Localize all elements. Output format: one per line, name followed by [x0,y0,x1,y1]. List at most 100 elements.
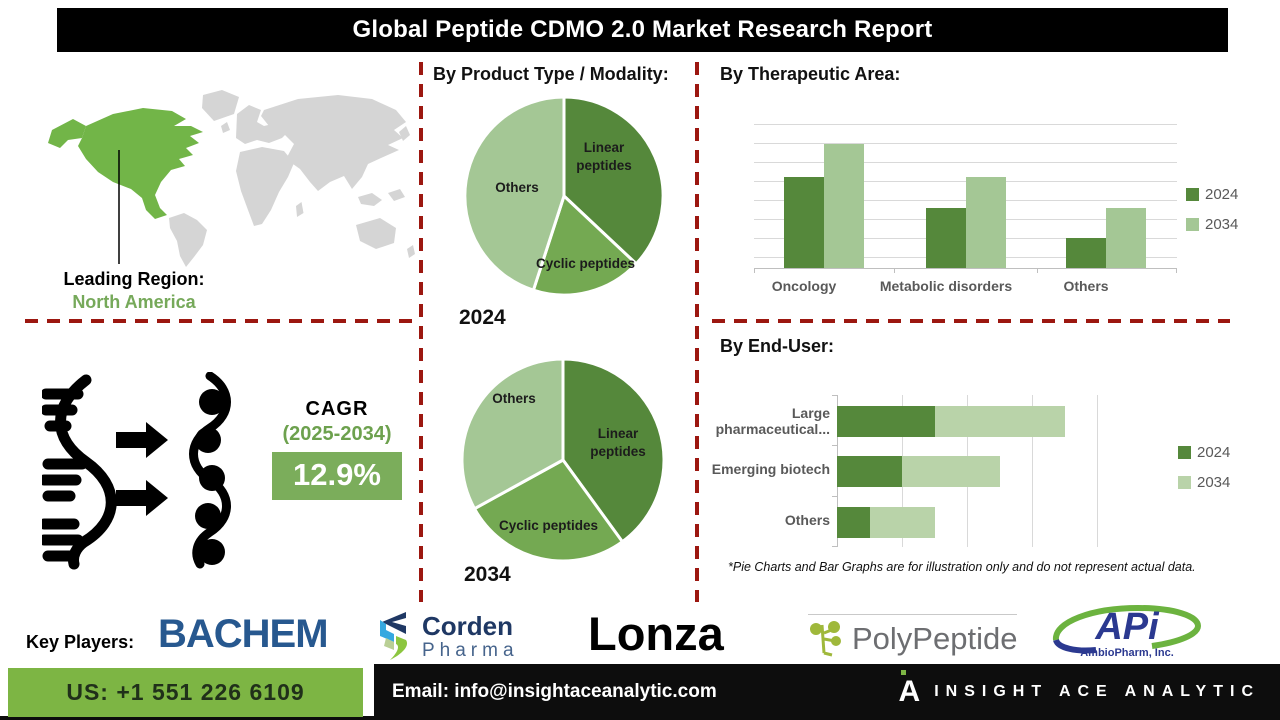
key-players-label: Key Players: [26,632,135,652]
pie2024-label-linear: Linear peptides [576,140,632,173]
eu-gridline [1097,395,1098,547]
pie-slice-linear-peptides [562,95,665,266]
pie2034-year: 2034 [464,563,511,586]
ta-axis-line [754,268,1177,269]
brand-wordmark: INSIGHT ACE ANALYTIC [934,683,1260,700]
divider-mid-right [695,62,699,602]
ta-category-label: Metabolic disorders [879,278,1013,294]
legend-item-2034: 2034 [1178,474,1230,491]
ta-gridline [754,124,1177,125]
world-map [48,90,415,267]
cagr-period: (2025-2034) [282,423,392,445]
pie-slice-cyclic-peptides [473,458,624,563]
divider-right [712,319,1230,323]
legend-swatch-2034 [1178,476,1191,489]
eu-category-label: Emerging biotech [711,461,830,477]
eu-bar-2034-large-pharmaceutical- [935,406,1065,437]
polypeptide-wordmark: PolyPeptide [852,621,1018,656]
ta-gridline [754,181,1177,182]
pie2034-label-cyclic: Cyclic peptides [498,518,599,533]
footer-email: Email: info@insightaceanalytic.com [392,681,717,702]
corden-icon [380,612,408,660]
section-title-end-user: By End-User: [720,336,835,356]
pie-slice-cyclic-peptides [531,194,638,297]
ta-bar-2024-others [1066,238,1106,268]
eu-axis-tick [832,445,837,446]
corden-wordmark-sub: Pharma [422,639,519,661]
cagr-block: CAGR (2025-2034) 12.9% [272,398,402,500]
leading-region-value: North America [72,291,196,312]
pie2024-label-others: Others [495,180,539,195]
eu-category-label: Others [784,512,830,528]
title-bar: Global Peptide CDMO 2.0 Market Research … [57,8,1228,52]
ta-category-label: Others [1063,278,1109,294]
pie2024-year: 2024 [459,306,506,329]
arrow-icons [116,422,168,516]
dna-icon [42,374,117,570]
legend-swatch-2024 [1178,446,1191,459]
leading-region-label: Leading Region: [63,269,205,289]
ta-gridline [754,143,1177,144]
leading-region: Leading Region: North America [44,268,224,313]
api-ambiopharm-logo: APi AmbioPharm, Inc. [1052,604,1202,659]
footer-bar: Email: info@insightaceanalytic.com A INS… [374,664,1280,720]
legend-item-2024: 2024 [1178,444,1230,461]
eu-bar-2034-others [870,507,935,538]
peptide-icon [189,372,231,569]
ta-bar-2034-others [1106,208,1146,268]
map-other-regions [169,90,415,267]
brand-block: A INSIGHT ACE ANALYTIC [899,664,1260,720]
legend-item-2024: 2024 [1186,186,1238,203]
ta-bar-2034-metabolic-disorders [966,177,1006,268]
therapeutic-legend: 2024 2034 [1186,186,1238,233]
logo-accent-dot [900,670,906,675]
therapeutic-category-labels: Oncology Metabolic disorders Others [754,278,1177,300]
pie2034-label-others: Others [492,391,536,406]
divider-left [25,319,413,323]
pie-chart-2034: Others Linear peptides Cyclic peptides [460,357,666,563]
eu-gridline [1032,395,1033,547]
ta-bar-2034-oncology [824,144,864,268]
pie2024-svg [463,95,665,297]
cagr-value: 12.9% [272,452,402,500]
cagr-label: CAGR [305,398,369,420]
legend-swatch-2024 [1186,188,1199,201]
section-title-therapeutic: By Therapeutic Area: [720,64,901,84]
api-wordmark: APi [1095,606,1159,648]
pie2024-label-cyclic: Cyclic peptides [535,256,636,271]
pie-chart-2024: Linear peptides Others Cyclic peptides [463,95,665,297]
lonza-logo: Lonza [588,607,724,660]
ta-axis-tick [1176,268,1177,273]
ta-axis-tick [894,268,895,273]
section-title-product-type: By Product Type / Modality: [433,64,669,84]
legend-text-2034: 2034 [1197,474,1231,491]
pie2034-label-linear: Linear peptides [590,426,646,459]
dna-to-peptide-icon [42,372,231,570]
polypeptide-logo: PolyPeptide [808,614,1018,659]
insightace-logo-icon: A [899,670,920,707]
ta-category-label: Oncology [771,278,837,294]
chart-disclaimer: *Pie Charts and Bar Graphs are for illus… [728,560,1196,574]
api-wordmark-sub: AmbioPharm, Inc. [1080,647,1174,659]
report-title: Global Peptide CDMO 2.0 Market Research … [352,16,933,43]
ta-gridline [754,162,1177,163]
ta-axis-tick [1037,268,1038,273]
end-user-bar-chart [832,395,1185,547]
eu-bar-2024-emerging-biotech [837,456,902,487]
eu-axis-tick [832,395,837,396]
bachem-logo: BACHEM [158,612,329,656]
api-swoosh-icon [1053,604,1202,654]
eu-axis-tick [832,546,837,547]
pie-slice-linear-peptides [561,357,666,544]
pie-slice-others [463,95,566,292]
pie-slice-others [460,357,565,511]
ta-gridline [754,200,1177,201]
footer-phone-box: US: +1 551 226 6109 [8,668,363,717]
divider-mid-left [419,62,423,602]
eu-bar-2034-emerging-biotech [902,456,1000,487]
eu-category-label: Large pharmaceutical... [715,405,830,438]
legend-text-2034: 2034 [1205,216,1239,233]
legend-item-2034: 2034 [1186,216,1238,233]
eu-bar-2024-others [837,507,870,538]
